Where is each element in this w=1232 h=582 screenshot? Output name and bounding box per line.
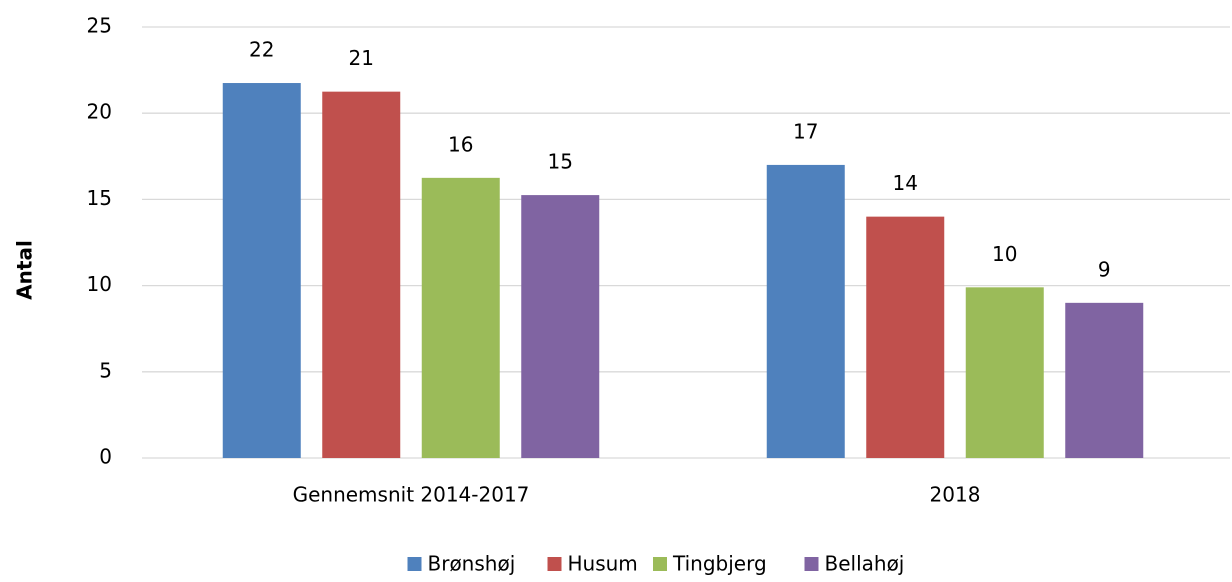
legend-swatch [547,557,562,571]
legend-label: Tingbjerg [672,552,767,576]
y-tick-label: 0 [99,445,112,469]
legend-label: Brønshøj [428,552,516,576]
y-axis-title: Antal [13,240,37,300]
data-label: 21 [349,46,374,70]
bar [766,164,845,459]
data-label: 16 [448,132,473,156]
data-label: 14 [893,171,918,195]
y-tick-label: 10 [87,272,112,296]
legend-swatch [407,557,422,571]
bar [965,287,1044,458]
legend-label: Husum [568,552,638,576]
legend-swatch [653,557,667,571]
y-tick-label: 15 [87,186,112,210]
x-tick-label: 2018 [930,483,981,507]
bar [1065,302,1144,458]
bar [222,83,301,458]
bar [322,91,401,459]
data-label: 10 [992,242,1017,266]
legend-label: Bellahøj [825,552,905,576]
bar [866,216,945,458]
x-tick-label: Gennemsnit 2014-2017 [293,483,530,507]
bar [521,195,600,458]
y-tick-label: 20 [87,100,112,124]
legend-swatch [804,557,819,571]
data-label: 9 [1098,257,1111,281]
bar [421,177,500,458]
data-label: 17 [793,119,818,143]
y-tick-label: 25 [87,14,112,38]
data-label: 22 [249,38,274,62]
y-tick-label: 5 [99,358,112,382]
data-label: 15 [548,150,573,174]
